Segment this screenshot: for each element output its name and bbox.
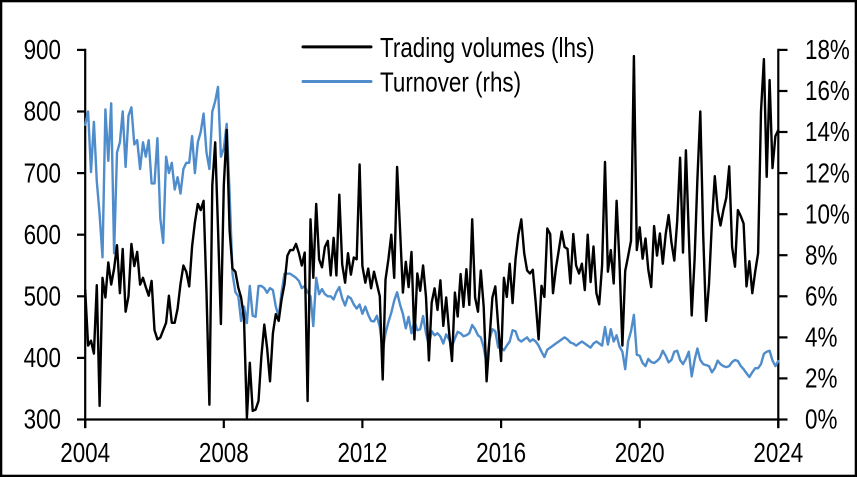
svg-text:400: 400	[24, 342, 61, 373]
svg-text:700: 700	[24, 157, 61, 188]
svg-text:2016: 2016	[476, 437, 526, 468]
svg-text:Turnover (rhs): Turnover (rhs)	[380, 67, 521, 98]
svg-text:12%: 12%	[805, 157, 850, 188]
svg-text:8%: 8%	[805, 239, 837, 270]
svg-text:6%: 6%	[805, 281, 837, 312]
svg-text:14%: 14%	[805, 116, 850, 147]
svg-text:800: 800	[24, 96, 61, 127]
svg-text:2012: 2012	[337, 437, 387, 468]
svg-text:18%: 18%	[805, 34, 850, 65]
svg-text:0%: 0%	[805, 404, 837, 435]
svg-text:2008: 2008	[199, 437, 249, 468]
svg-text:2%: 2%	[805, 363, 837, 394]
svg-text:Trading volumes (lhs): Trading volumes (lhs)	[380, 32, 595, 63]
svg-text:500: 500	[24, 281, 61, 312]
svg-text:300: 300	[24, 404, 61, 435]
svg-text:10%: 10%	[805, 198, 850, 229]
svg-text:4%: 4%	[805, 322, 837, 353]
svg-text:600: 600	[24, 219, 61, 250]
svg-text:2024: 2024	[753, 437, 803, 468]
svg-text:900: 900	[24, 34, 61, 65]
svg-text:2020: 2020	[615, 437, 665, 468]
svg-text:16%: 16%	[805, 75, 850, 106]
svg-text:2004: 2004	[60, 437, 110, 468]
